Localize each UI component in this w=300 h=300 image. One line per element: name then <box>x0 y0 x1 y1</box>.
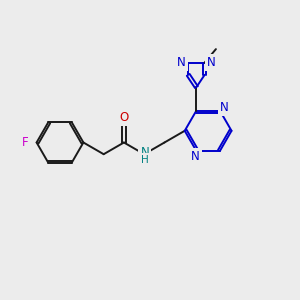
Text: N: N <box>140 146 149 159</box>
Text: N: N <box>220 101 229 114</box>
Text: F: F <box>22 136 28 149</box>
Text: N: N <box>207 56 216 69</box>
Text: O: O <box>119 111 129 124</box>
Text: H: H <box>141 154 149 165</box>
Text: N: N <box>177 56 186 69</box>
Text: N: N <box>191 150 200 163</box>
